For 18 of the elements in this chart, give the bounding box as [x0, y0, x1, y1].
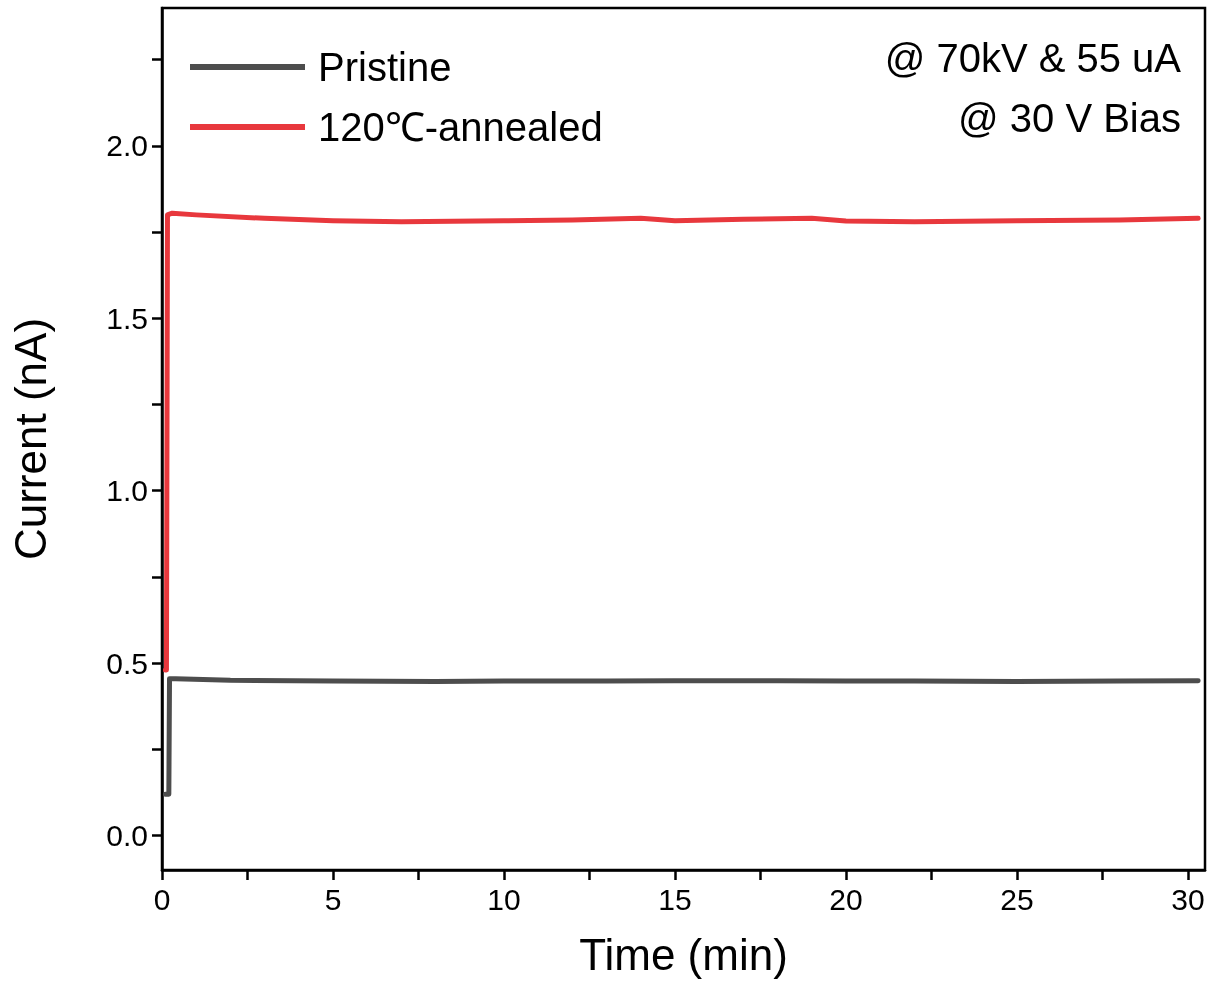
x-tick-label: 15	[658, 882, 692, 916]
x-tick-label: 20	[829, 882, 863, 916]
legend-label: Pristine	[318, 45, 452, 89]
y-tick-label: 1.5	[106, 301, 148, 335]
x-axis-title: Time (min)	[579, 929, 788, 979]
x-tick-label: 30	[1171, 882, 1205, 916]
x-tick-label: 10	[487, 882, 521, 916]
annotation: @ 70kV & 55 uA	[884, 36, 1182, 80]
annotation: @ 30 V Bias	[958, 96, 1181, 140]
legend-label: 120℃-annealed	[318, 105, 603, 149]
y-tick-label: 0.5	[106, 646, 148, 680]
y-tick-label: 1.0	[106, 474, 148, 508]
y-tick-label: 2.0	[106, 129, 148, 163]
x-tick-label: 25	[1000, 882, 1034, 916]
x-tick-label: 5	[324, 882, 342, 916]
y-tick-label: 0.0	[106, 819, 148, 853]
y-axis-title: Current (nA)	[5, 317, 55, 561]
x-tick-label: 0	[153, 882, 171, 916]
